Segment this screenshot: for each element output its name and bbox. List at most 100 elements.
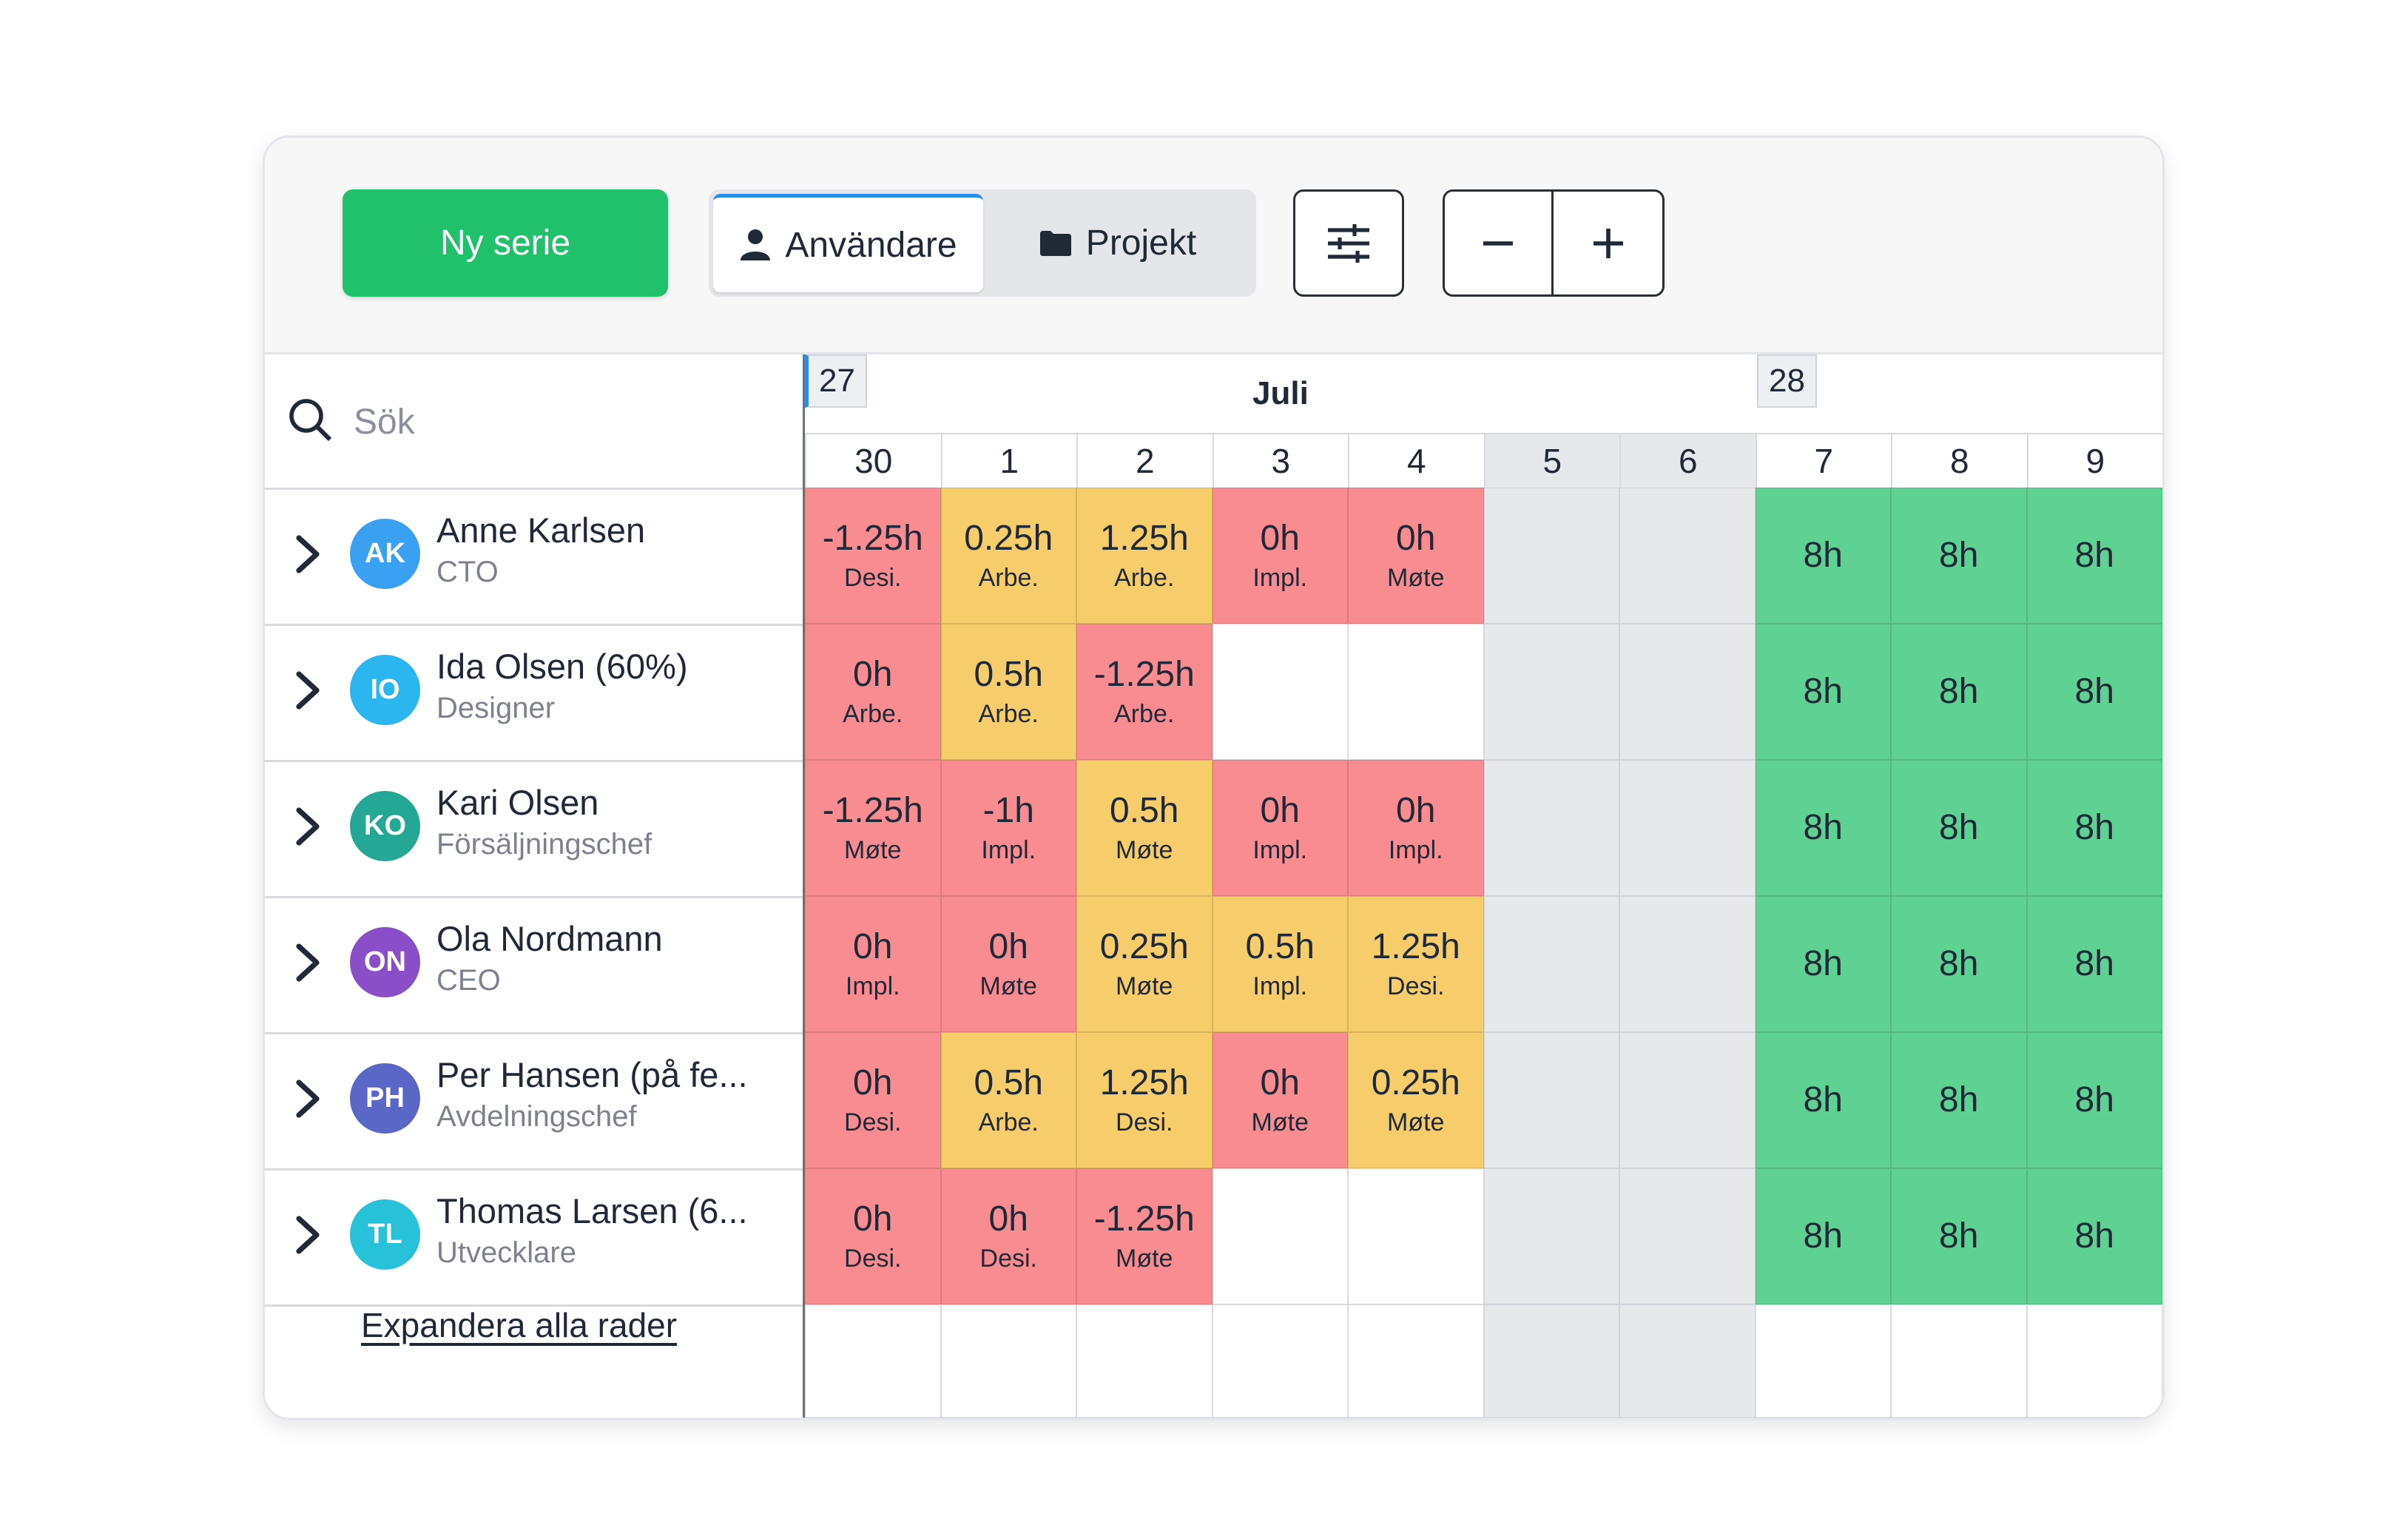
empty-cell[interactable] (1483, 1168, 1619, 1304)
person-row[interactable]: PH Per Hansen (på fe... Avdelningschef (265, 1032, 803, 1171)
filter-button[interactable] (1293, 189, 1404, 297)
booking-cell[interactable]: 8h (1891, 1168, 2027, 1304)
booking-cell[interactable]: 8h (2026, 760, 2162, 896)
booking-cell[interactable]: 0.5h Impl. (1212, 896, 1348, 1032)
booking-cell[interactable]: 0h Impl. (1212, 760, 1348, 896)
person-row[interactable]: AK Anne Karlsen CTO (265, 488, 803, 626)
booking-cell[interactable]: 0h Impl. (1348, 760, 1484, 896)
booking-cell[interactable]: 8h (1755, 488, 1891, 624)
booking-cell[interactable]: 1.25h Desi. (1076, 1032, 1213, 1168)
booking-cell[interactable]: 0h Impl. (805, 896, 941, 1032)
booking-cell[interactable]: 0h Desi. (805, 1032, 941, 1168)
booking-cell[interactable]: -1h Impl. (940, 760, 1076, 896)
booking-cell[interactable]: 8h (1891, 760, 2027, 896)
new-series-button[interactable]: Ny serie (343, 189, 668, 297)
chevron-right-icon[interactable] (291, 1078, 324, 1119)
empty-cell[interactable] (1619, 1168, 1756, 1304)
empty-cell[interactable] (1891, 1304, 2027, 1418)
booking-cell[interactable]: 8h (1891, 624, 2027, 760)
person-row[interactable]: KO Kari Olsen Försäljningschef (265, 760, 803, 898)
person-row[interactable]: IO Ida Olsen (60%) Designer (265, 624, 803, 762)
booking-cell[interactable]: 8h (1755, 1168, 1891, 1304)
cell-project: Impl. (1388, 836, 1443, 864)
empty-cell[interactable] (805, 1304, 941, 1418)
empty-cell[interactable] (1483, 1304, 1619, 1418)
booking-cell[interactable]: 8h (2026, 1032, 2162, 1168)
tab-projects[interactable]: Projekt (986, 194, 1249, 292)
empty-cell[interactable] (1619, 624, 1756, 760)
empty-cell[interactable] (1619, 1304, 1756, 1418)
booking-cell[interactable]: 0h Impl. (1212, 488, 1348, 624)
chevron-right-icon[interactable] (291, 533, 324, 575)
booking-cell[interactable]: 8h (1755, 624, 1891, 760)
empty-cell[interactable] (1483, 1032, 1619, 1168)
chevron-right-icon[interactable] (291, 942, 324, 983)
expand-all-rows-link[interactable]: Expandera alla rader (361, 1306, 678, 1344)
empty-cell[interactable] (1483, 624, 1619, 760)
chevron-right-icon[interactable] (291, 1214, 324, 1256)
empty-cell[interactable] (1483, 488, 1619, 624)
empty-cell[interactable] (1212, 1304, 1348, 1418)
empty-cell[interactable] (1755, 1304, 1891, 1418)
booking-cell[interactable]: 8h (1891, 896, 2027, 1032)
person-role: Försäljningschef (436, 828, 652, 861)
booking-cell[interactable]: 0h Møte (1212, 1032, 1348, 1168)
booking-cell[interactable]: 0.5h Arbe. (940, 624, 1076, 760)
empty-cell[interactable] (1348, 624, 1484, 760)
booking-cell[interactable]: -1.25h Møte (1076, 1168, 1213, 1304)
booking-cell[interactable]: 8h (2026, 896, 2162, 1032)
empty-cell[interactable] (1619, 896, 1756, 1032)
booking-cell[interactable]: 8h (1755, 896, 1891, 1032)
booking-cell[interactable]: 0h Desi. (940, 1168, 1076, 1304)
booking-cell[interactable]: 8h (2026, 488, 2162, 624)
empty-cell[interactable] (2026, 1304, 2162, 1418)
booking-cell[interactable]: 0.5h Møte (1076, 760, 1213, 896)
booking-cell[interactable]: 0.25h Møte (1348, 1032, 1484, 1168)
booking-cell[interactable]: 8h (1755, 760, 1891, 896)
cell-project: Møte (1387, 1108, 1445, 1136)
empty-cell[interactable] (1619, 488, 1756, 624)
cell-project: Møte (1116, 836, 1173, 864)
person-row[interactable]: TL Thomas Larsen (6... Utvecklare (265, 1168, 803, 1307)
booking-cell[interactable]: 8h (1891, 488, 2027, 624)
booking-cell[interactable]: -1.25h Arbe. (1076, 624, 1213, 760)
chevron-right-icon[interactable] (291, 806, 324, 847)
empty-cell[interactable] (1619, 760, 1756, 896)
booking-cell[interactable]: 8h (1755, 1032, 1891, 1168)
booking-cell[interactable]: 8h (2026, 1168, 2162, 1304)
empty-cell[interactable] (1619, 1032, 1756, 1168)
booking-cell[interactable]: 0h Møte (940, 896, 1076, 1032)
person-row[interactable]: ON Ola Nordmann CEO (265, 896, 803, 1034)
booking-cell[interactable]: 0.5h Arbe. (940, 1032, 1076, 1168)
empty-cell[interactable] (1483, 896, 1619, 1032)
empty-cell[interactable] (940, 1304, 1076, 1418)
empty-cell[interactable] (1212, 1168, 1348, 1304)
booking-cell[interactable]: 1.25h Arbe. (1076, 488, 1213, 624)
zoom-in-button[interactable] (1554, 192, 1662, 294)
empty-cell[interactable] (1348, 1304, 1484, 1418)
tab-users[interactable]: Användare (713, 194, 983, 292)
cell-hours: 8h (2074, 672, 2114, 711)
booking-cell[interactable]: 0h Desi. (805, 1168, 941, 1304)
booking-cell[interactable]: 0.25h Møte (1076, 896, 1213, 1032)
chevron-right-icon[interactable] (291, 670, 324, 711)
cell-hours: 1.25h (1099, 1063, 1189, 1102)
booking-cell[interactable]: 0.25h Arbe. (940, 488, 1076, 624)
person-role: CTO (436, 556, 499, 588)
booking-cell[interactable]: 0h Møte (1348, 488, 1484, 624)
booking-cell[interactable]: -1.25h Møte (805, 760, 941, 896)
zoom-out-button[interactable] (1445, 192, 1554, 294)
booking-cell[interactable]: -1.25h Desi. (805, 488, 941, 624)
cell-hours: 8h (1803, 536, 1843, 575)
booking-cell[interactable]: 8h (1891, 1032, 2027, 1168)
booking-cell[interactable]: 8h (2026, 624, 2162, 760)
cell-project: Desi. (844, 1245, 902, 1273)
empty-cell[interactable] (1212, 624, 1348, 760)
booking-cell[interactable]: 1.25h Desi. (1348, 896, 1484, 1032)
empty-cell[interactable] (1348, 1168, 1484, 1304)
empty-cell[interactable] (1483, 760, 1619, 896)
booking-cell[interactable]: 0h Arbe. (805, 624, 941, 760)
search-input[interactable] (352, 395, 769, 448)
empty-cell[interactable] (1076, 1304, 1213, 1418)
day-header: 1 (940, 433, 1076, 488)
